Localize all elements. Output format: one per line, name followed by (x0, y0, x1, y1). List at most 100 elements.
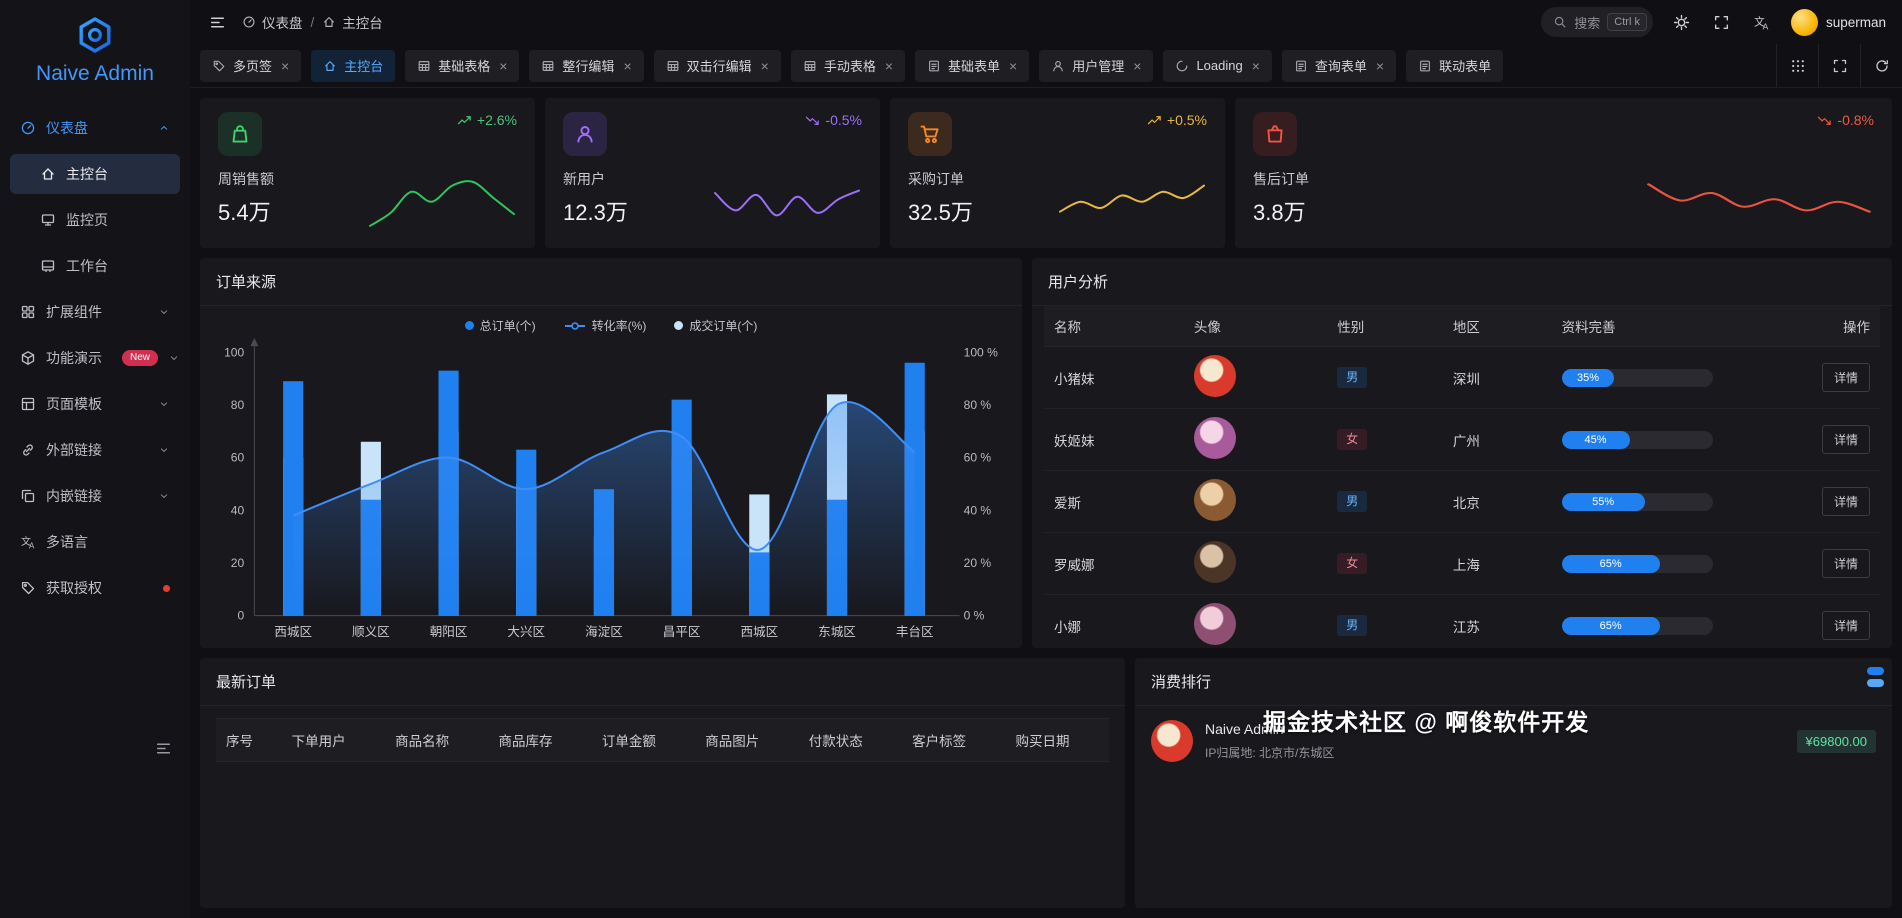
user-menu[interactable]: superman (1790, 8, 1886, 36)
tab-close-icon[interactable]: × (281, 57, 290, 74)
tab-3[interactable]: 整行编辑 × (529, 49, 644, 82)
tab-7[interactable]: 用户管理 × (1039, 49, 1154, 82)
sidebar-item-dashboard[interactable]: 仪表盘 (10, 108, 180, 148)
legend-dot-marker (464, 321, 474, 330)
tab-close-icon[interactable]: × (1133, 57, 1142, 74)
tab-close-icon[interactable]: × (499, 57, 508, 74)
sidebar-item-external-link[interactable]: 外部链接 (10, 430, 180, 470)
tab-close-icon[interactable]: × (884, 57, 894, 74)
legend-dot-marker (674, 321, 684, 330)
theme-switch-widget[interactable] (1867, 667, 1884, 687)
tabs-menu-button[interactable] (1776, 44, 1818, 87)
detail-button[interactable]: 详情 (1821, 425, 1870, 454)
tab-close-icon[interactable]: × (1375, 57, 1385, 74)
sidebar-subitem-label: 工作台 (66, 258, 108, 274)
user-avatar (1193, 603, 1236, 645)
svg-text:大兴区: 大兴区 (507, 625, 545, 639)
legend-item-1[interactable]: 转化率(%) (564, 317, 646, 334)
tab-0[interactable]: 多页签 × (200, 49, 302, 82)
legend-item-0[interactable]: 总订单(个) (464, 317, 536, 334)
apps-icon (1791, 59, 1804, 72)
theme-toggle-button[interactable] (1671, 11, 1693, 33)
sidebar-collapse-button[interactable] (155, 740, 172, 762)
home-icon (325, 60, 336, 71)
sidebar-subitem-label: 监控页 (66, 212, 108, 228)
chevup-icon (160, 126, 168, 130)
detail-button[interactable]: 详情 (1821, 363, 1870, 392)
stat-delta: -0.5% (805, 112, 862, 128)
column-header: 序号 (216, 718, 282, 762)
stat-value: 12.3万 (563, 200, 628, 225)
tab-label: 双击行编辑 (686, 59, 752, 74)
stat-icon-tile (563, 112, 607, 156)
card-header: 最新订单 (200, 658, 1125, 706)
tab-close-icon[interactable]: × (1251, 57, 1260, 74)
tab-8[interactable]: Loading × (1163, 49, 1272, 82)
notification-dot (163, 584, 170, 592)
tab-4[interactable]: 双击行编辑 × (653, 49, 781, 82)
sidebar-subitem-monitor[interactable]: 监控页 (10, 200, 180, 240)
user-row-2: 爱斯 男 北京 55% 详情 (1044, 470, 1880, 533)
sidebar-item-components[interactable]: 扩展组件 (10, 292, 180, 332)
menu-fold-button[interactable] (206, 11, 228, 33)
tab-close-icon[interactable]: × (760, 57, 769, 74)
tab-2[interactable]: 基础表格 × (405, 49, 520, 82)
fullscreen-button[interactable] (1711, 11, 1733, 33)
tab-close-icon[interactable]: × (623, 57, 632, 74)
search-input[interactable]: 搜索 Ctrl k (1541, 7, 1653, 37)
stat-card-0: +2.6% 周销售额 5.4万 (200, 98, 535, 248)
sidebar-subitem-workplace[interactable]: 工作台 (10, 246, 180, 286)
tab-label: 基础表格 (438, 59, 491, 74)
breadcrumb-item-console[interactable]: 主控台 (322, 12, 383, 32)
sidebar-item-license[interactable]: 获取授权 (10, 568, 180, 608)
column-header: 付款状态 (798, 718, 903, 762)
column-header: 商品名称 (385, 718, 489, 762)
user-name: 小猪妹 (1044, 346, 1184, 409)
svg-text:海淀区: 海淀区 (585, 625, 623, 639)
legend-item-2[interactable]: 成交订单(个) (674, 317, 757, 334)
table-body: 小猪妹男深圳 35% 详情 妖姬妹女广州 45% 详情 爱斯男北京 55% 详情 罗威娜女上海 65… (1044, 346, 1880, 649)
tab-6[interactable]: 基础表单 × (915, 49, 1030, 82)
tab-close-icon[interactable]: × (1009, 57, 1018, 74)
detail-button[interactable]: 详情 (1821, 611, 1870, 640)
tabs-fullscreen-button[interactable] (1818, 44, 1860, 87)
user-name: 妖姬妹 (1044, 408, 1184, 471)
stat-delta-value: +0.5% (1166, 112, 1207, 128)
breadcrumb: 仪表盘 / 主控台 (242, 12, 383, 32)
user-region: 北京 (1442, 470, 1552, 533)
stat-delta: +0.5% (1147, 112, 1207, 128)
chevdown-icon (160, 494, 168, 498)
tab-1[interactable]: 主控台 (311, 49, 396, 82)
stat-sparkline (1059, 184, 1205, 213)
tab-10[interactable]: 联动表单 (1406, 49, 1504, 82)
detail-button[interactable]: 详情 (1821, 549, 1870, 578)
tabs-refresh-button[interactable] (1860, 44, 1902, 87)
stats-row: +2.6% 周销售额 5.4万 -0.5% 新用户 12.3万 +0.5% 采购订单 32.5万… (200, 98, 1892, 248)
column-header: 头像 (1183, 306, 1328, 347)
gender-tag: 女 (1337, 429, 1368, 450)
logo[interactable]: Naive Admin (0, 0, 190, 94)
card-title: 消费排行 (1151, 674, 1212, 691)
stat-icon-tile (218, 112, 262, 156)
sidebar-item-features[interactable]: 功能演示 New (10, 338, 180, 378)
tab-5[interactable]: 手动表格 × (790, 49, 906, 82)
table-icon (804, 60, 816, 71)
sidebar-subitem-console[interactable]: 主控台 (10, 154, 180, 194)
stat-label: 采购订单 (908, 171, 964, 187)
breadcrumb-separator: / (310, 14, 315, 30)
profile-progress-bar: 35% (1561, 368, 1713, 387)
lang-icon: 文A (1755, 15, 1770, 30)
loading-icon (1177, 60, 1188, 71)
detail-button[interactable]: 详情 (1821, 487, 1870, 516)
stat-icon-tile (908, 112, 952, 156)
table-icon (667, 60, 679, 71)
sidebar: Naive Admin 仪表盘主控台监控页工作台扩展组件功能演示 New 页面模板外… (0, 0, 190, 918)
sidebar-item-i18n[interactable]: 文 A 多语言 (10, 522, 180, 562)
form-icon (1420, 60, 1431, 71)
sidebar-item-templates[interactable]: 页面模板 (10, 384, 180, 424)
user-row-1: 妖姬妹 女 广州 45% 详情 (1044, 408, 1880, 471)
sidebar-item-embedded-link[interactable]: 内嵌链接 (10, 476, 180, 516)
breadcrumb-item-dashboard[interactable]: 仪表盘 (242, 12, 303, 32)
tab-9[interactable]: 查询表单 × (1281, 49, 1397, 82)
